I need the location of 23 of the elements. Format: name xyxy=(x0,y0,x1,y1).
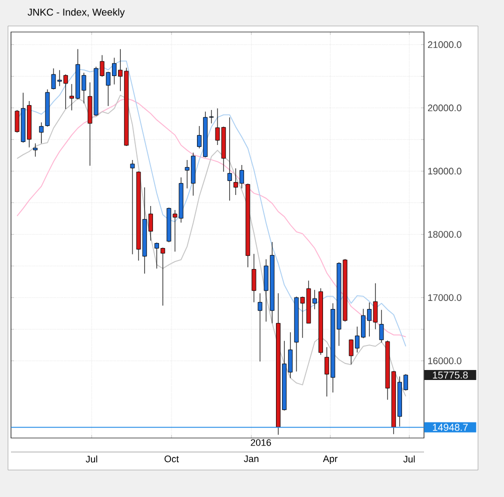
x-tick-label: Jul xyxy=(86,456,98,462)
candlestick xyxy=(258,292,262,362)
candlestick xyxy=(130,160,135,255)
x-tick-label: Jul xyxy=(403,456,415,462)
ref-line-label: 14948.7 xyxy=(432,424,468,431)
candlestick xyxy=(227,117,232,201)
y-tick-label: 17000.0 xyxy=(428,294,462,301)
y-tick-label: 18000.0 xyxy=(428,231,462,238)
y-tick-label: 16000.0 xyxy=(428,357,462,364)
x-tick-label: Apr xyxy=(322,456,338,464)
chart-title: JNKC - Index, Weekly xyxy=(28,8,125,18)
line-series xyxy=(16,60,406,347)
candlestick xyxy=(39,122,44,144)
y-tick-label: 19000.0 xyxy=(428,168,462,174)
candlestick xyxy=(379,310,384,343)
text: 15775.8 xyxy=(432,372,468,379)
x-tick-label: Jan xyxy=(244,456,258,462)
candlestick xyxy=(33,143,38,157)
y-tick-label: 21000.0 xyxy=(428,41,462,48)
text: 2016 xyxy=(250,439,271,446)
x-tick-label: Oct xyxy=(164,456,179,462)
y-tick-label: 20000.0 xyxy=(428,104,462,112)
candlestick xyxy=(252,254,256,303)
